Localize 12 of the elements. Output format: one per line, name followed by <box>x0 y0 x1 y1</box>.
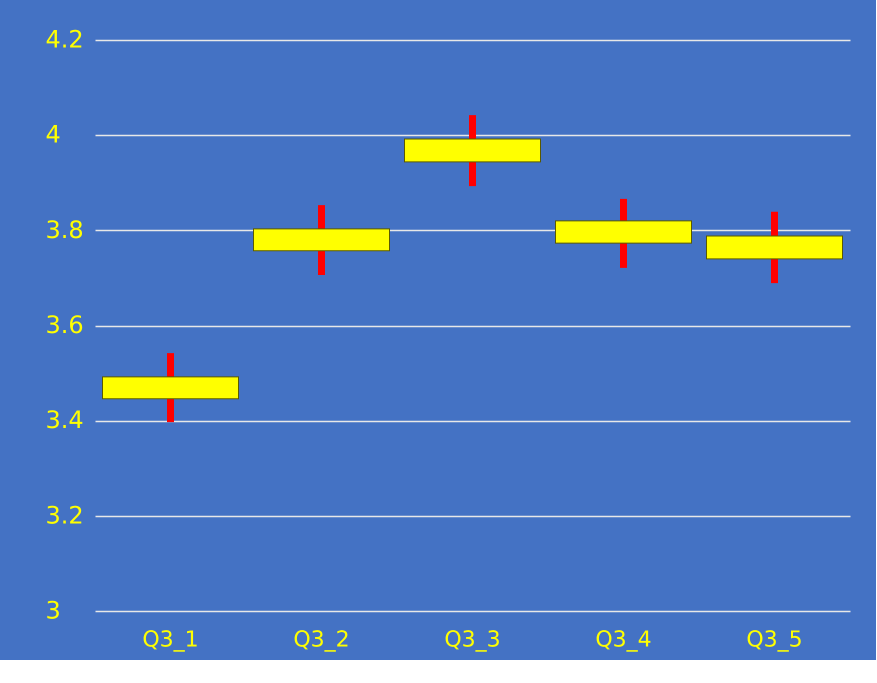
y-tick-label: 3.2 <box>46 501 84 530</box>
y-tick-label: 3.4 <box>46 406 84 434</box>
y-tick-label: 4 <box>46 120 61 149</box>
y-tick-label: 4.2 <box>46 26 84 54</box>
x-tick-label: Q3_2 <box>293 628 350 652</box>
x-tick-label: Q3_4 <box>595 628 652 652</box>
x-tick-label: Q3_3 <box>444 628 501 652</box>
x-tick-label: Q3_5 <box>746 628 803 652</box>
y-tick-label: 3.8 <box>46 216 84 244</box>
x-tick-label: Q3_1 <box>142 628 199 652</box>
y-tick-label: 3.6 <box>46 311 84 339</box>
y-tick-label: 3 <box>46 596 61 624</box>
